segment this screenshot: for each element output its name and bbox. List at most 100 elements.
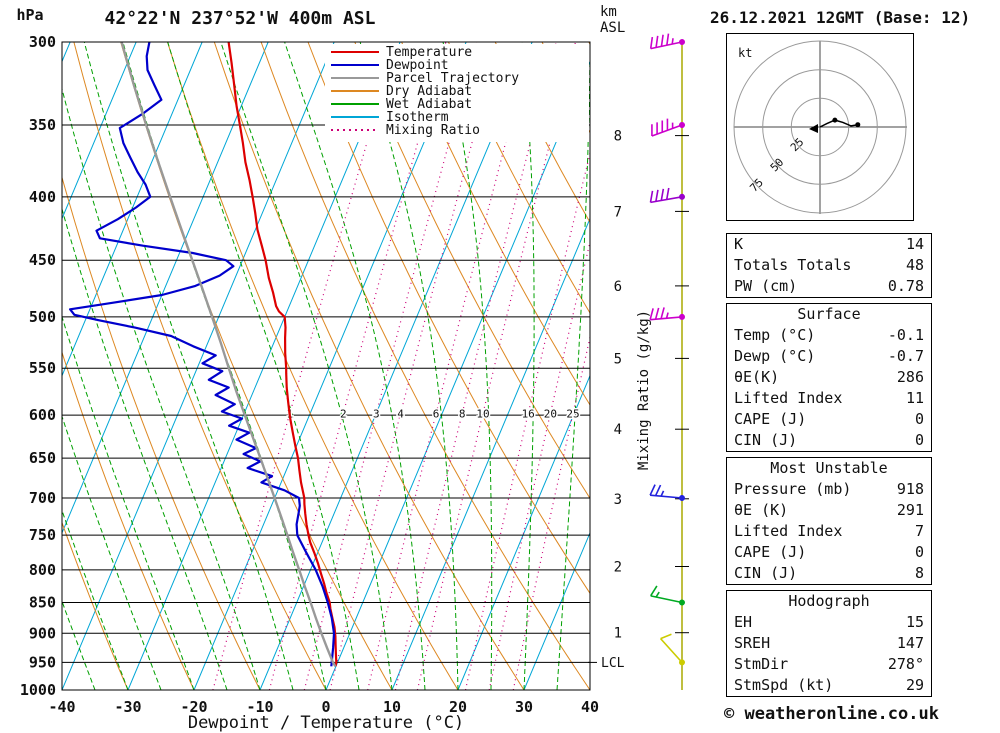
stat-row: CAPE (J) 0 xyxy=(727,542,931,563)
legend-background xyxy=(325,44,589,142)
stat-label: CAPE (J) xyxy=(734,410,807,428)
mixing-ratio-label: 25 xyxy=(566,407,579,420)
mixing-ratio-line xyxy=(394,42,557,690)
wind-barb-column xyxy=(649,33,685,666)
stat-value: 48 xyxy=(905,256,924,274)
stat-label: EH xyxy=(734,613,753,631)
wind-barb-feather xyxy=(665,187,670,200)
stat-row: CIN (J) 8 xyxy=(727,563,931,584)
dewpoint-curve xyxy=(69,42,336,667)
isotherm xyxy=(325,60,590,690)
pressure-tick-label: 650 xyxy=(29,449,56,467)
stat-value: 278° xyxy=(887,655,924,673)
isotherm xyxy=(0,42,4,690)
stat-box-indices: K 14 Totals Totals 48 PW (cm) 0.78 xyxy=(726,233,932,298)
wind-barb xyxy=(649,33,685,50)
skewt-chart: hPa 42°22'N 237°52'W 400m ASL km ASL Dew… xyxy=(0,4,689,733)
hodograph-dot xyxy=(832,117,838,123)
pressure-tick-label: 950 xyxy=(29,653,56,671)
km-tick-label: 4 xyxy=(614,422,622,438)
wind-barb-feather xyxy=(666,33,670,46)
chart-title: 42°22'N 237°52'W 400m ASL xyxy=(105,8,376,29)
copyright: © weatheronline.co.uk xyxy=(724,704,939,724)
right-panel: 26.12.2021 12GMT (Base: 12) 25 50 75 kt K 1… xyxy=(700,0,1000,733)
mixing-ratio-line xyxy=(367,42,533,690)
pressure-tick-label: 800 xyxy=(29,561,56,579)
stat-value: 918 xyxy=(896,480,924,498)
km-axis-unit-2: ASL xyxy=(600,20,625,36)
mixing-ratio-label: 6 xyxy=(433,407,440,420)
stat-box-surface: Surface Temp (°C) -0.1 Dewp (°C) -0.7 θE(K) 28… xyxy=(726,303,932,452)
stat-value: 15 xyxy=(905,613,924,631)
stat-row: θE(K) 286 xyxy=(727,367,931,388)
wind-barb-half-feather xyxy=(671,122,674,129)
stat-row: Lifted Index 7 xyxy=(727,521,931,542)
stat-label: StmSpd (kt) xyxy=(734,676,834,694)
stat-box-hodograph: Hodograph EH 15 SREH 147 StmDir 278° StmSpd (kt… xyxy=(726,590,932,697)
wind-barb-staff xyxy=(650,196,683,204)
wind-barb-feather xyxy=(651,124,653,136)
x-axis-title: Dewpoint / Temperature (°C) xyxy=(188,713,464,733)
stat-label: CIN (J) xyxy=(734,564,798,582)
mixing-ratio-label: 10 xyxy=(476,407,489,420)
wind-barb-half-feather xyxy=(665,312,669,319)
stat-row: SREH 147 xyxy=(727,633,931,654)
temperature-tick-label: -40 xyxy=(48,698,75,716)
stat-label: θE (K) xyxy=(734,501,789,519)
legend-label: Mixing Ratio xyxy=(386,123,480,138)
stat-value: 0 xyxy=(914,410,924,428)
mixing-ratio-label: 2 xyxy=(340,407,347,420)
wind-barb-feather xyxy=(650,585,658,597)
stat-row: PW (cm) 0.78 xyxy=(727,276,931,297)
temperature-tick-label: -20 xyxy=(180,698,207,716)
legend-label: Isotherm xyxy=(386,110,449,125)
hodograph-unit-label: kt xyxy=(738,46,752,60)
wet-adiabat xyxy=(62,87,261,690)
km-tick-label: 1 xyxy=(614,626,622,642)
wind-barb-feather xyxy=(660,633,672,640)
run-date-title: 26.12.2021 12GMT (Base: 12) xyxy=(710,8,971,27)
stat-value: 286 xyxy=(896,368,924,386)
pressure-unit-label: hPa xyxy=(16,6,43,24)
stat-row: Lifted Index 11 xyxy=(727,388,931,409)
temperature-curve xyxy=(227,42,338,667)
isotherm-lines xyxy=(0,42,590,690)
stat-row: EH 15 xyxy=(727,612,931,633)
isotherm xyxy=(259,42,533,690)
dry-adiabat xyxy=(447,42,590,314)
wind-barb-staff xyxy=(650,316,683,321)
wind-barb xyxy=(649,307,685,321)
km-tick-label: 7 xyxy=(614,204,622,220)
hodograph-ring xyxy=(733,40,907,214)
pressure-axis-labels: 300 350 400 450 500 550 600 650 700 750 800 850 900 9… xyxy=(20,33,56,699)
stat-row: θE (K) 291 xyxy=(727,500,931,521)
wind-barb-half-feather xyxy=(660,490,665,497)
isotherm xyxy=(193,42,467,690)
stat-box-header: Surface xyxy=(797,305,861,323)
stat-label: PW (cm) xyxy=(734,277,798,295)
stat-label: Pressure (mb) xyxy=(734,480,852,498)
mixing-ratio-label: 16 xyxy=(522,407,535,420)
legend-label: Wet Adiabat xyxy=(386,97,472,112)
stat-row: Pressure (mb) 918 xyxy=(727,479,931,500)
wind-barb-feather xyxy=(660,188,665,201)
legend-label: Parcel Trajectory xyxy=(386,71,519,86)
wind-barb-feather xyxy=(649,190,654,203)
temperature-tick-label: 20 xyxy=(449,698,467,716)
wind-barb-feather xyxy=(649,484,656,496)
pressure-tick-label: 300 xyxy=(29,33,56,51)
legend-label: Dry Adiabat xyxy=(386,84,472,99)
wet-adiabat xyxy=(62,415,162,690)
temperature-tick-label: -10 xyxy=(246,698,273,716)
mixing-ratio-axis-label: Mixing Ratio (g/kg) xyxy=(636,310,652,470)
isotherm xyxy=(62,42,335,690)
stat-label: CAPE (J) xyxy=(734,543,807,561)
hodograph-ring xyxy=(762,69,878,185)
km-tick-label: 6 xyxy=(614,279,622,295)
stat-value: 147 xyxy=(896,634,924,652)
pressure-tick-label: 550 xyxy=(29,359,56,377)
wind-barb xyxy=(651,118,685,137)
